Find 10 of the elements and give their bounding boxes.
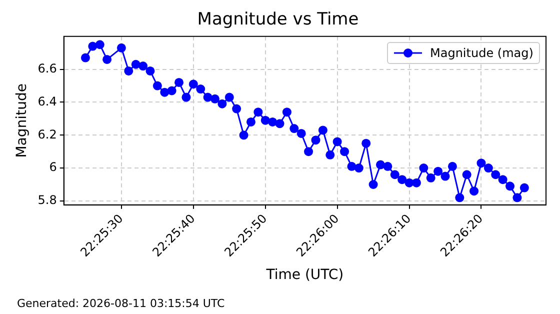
y-axis-title: Magnitude: [14, 84, 30, 158]
y-tick-label: 6.4: [38, 94, 57, 108]
text: Generated: 2026-08-11 03:15:54 UTC: [17, 297, 225, 310]
legend-label: Magnitude (mag): [430, 46, 534, 60]
y-tick-label: 5.8: [38, 193, 57, 208]
x-axis-title: Time (UTC): [265, 267, 344, 284]
y-tick-label: 6.2: [38, 127, 57, 142]
y-tick-label: 6.6: [38, 61, 57, 76]
chart-title: Magnitude vs Time: [197, 10, 359, 30]
y-tick-label: 6: [49, 160, 57, 174]
